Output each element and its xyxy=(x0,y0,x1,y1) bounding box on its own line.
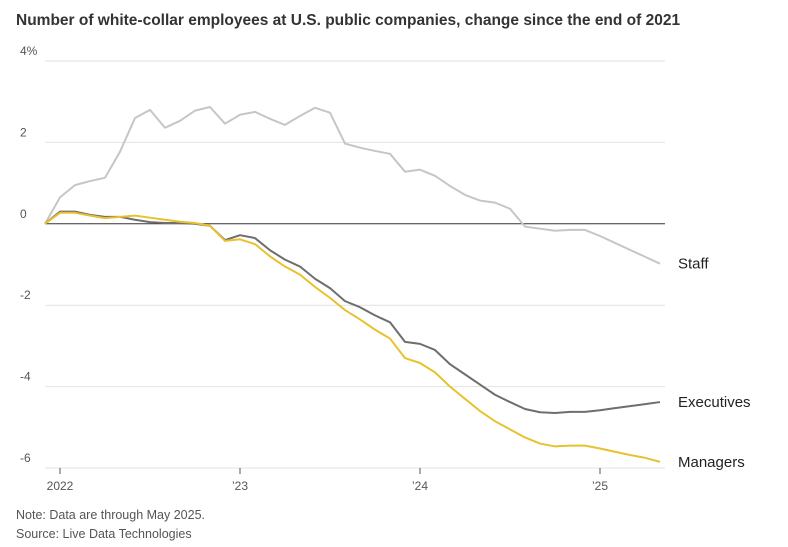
x-tick-label: 2022 xyxy=(47,479,74,493)
x-tick-label: ’23 xyxy=(232,479,248,493)
chart-title: Number of white-collar employees at U.S.… xyxy=(16,12,680,29)
y-tick-label: 2 xyxy=(20,125,27,139)
series-label: Executives xyxy=(678,394,751,411)
series-label: Managers xyxy=(678,454,745,471)
series-line xyxy=(44,210,661,415)
y-tick-label: 0 xyxy=(20,207,27,221)
y-tick-label: -4 xyxy=(20,370,31,384)
note: Note: Data are through May 2025. xyxy=(16,508,205,522)
series-line xyxy=(44,105,661,265)
series-label: Staff xyxy=(678,256,709,273)
x-tick-label: ’25 xyxy=(592,479,608,493)
y-tick-label: 4% xyxy=(20,44,38,58)
y-tick-label: -2 xyxy=(20,288,31,302)
x-tick-label: ’24 xyxy=(412,479,428,493)
series-line xyxy=(44,211,661,463)
y-tick-label: -6 xyxy=(20,451,31,465)
source: Source: Live Data Technologies xyxy=(16,527,192,541)
